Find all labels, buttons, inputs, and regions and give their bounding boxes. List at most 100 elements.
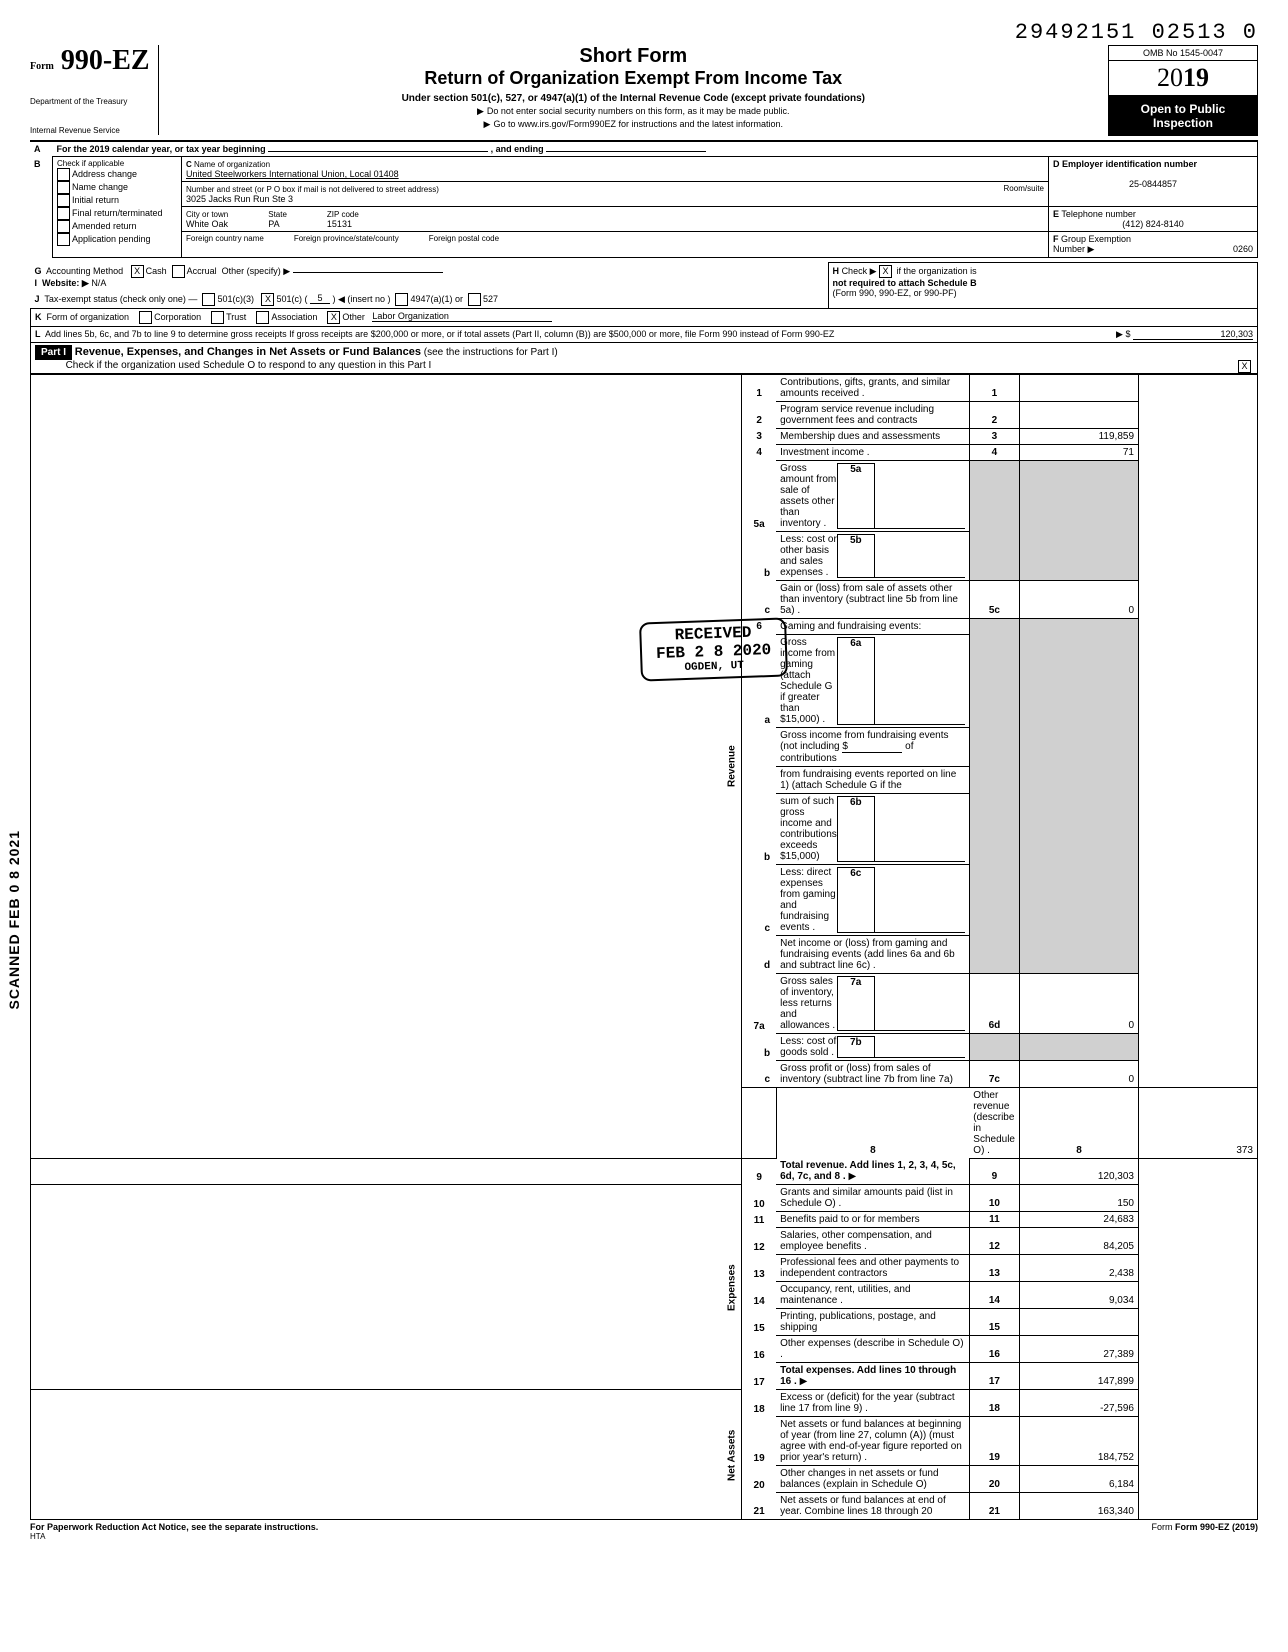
footer-right-b: Form 990-EZ (2019) [1175,1522,1258,1532]
row-a-letter: A [30,141,53,157]
l18-n: 18 [742,1390,777,1417]
l6-n: 6 [742,618,777,634]
chk-amended-return[interactable] [57,220,70,233]
l16-n: 16 [742,1336,777,1363]
l17-d: Total expenses. Add lines 10 through 16 … [776,1363,969,1390]
l3-n: 3 [742,428,777,444]
opt-501c: 501(c) ( [276,293,307,303]
chk-application-pending[interactable] [57,233,70,246]
l14-n: 14 [742,1282,777,1309]
l14-c: 14 [969,1282,1019,1309]
street-address: 3025 Jacks Run Run Ste 3 [186,194,293,204]
group-exempt-label: Group Exemption [1061,234,1131,244]
l5b-n: b [742,532,777,581]
netassets-label: Net Assets [31,1390,742,1520]
chk-corp[interactable] [139,311,152,324]
tax-year-end[interactable] [546,151,706,152]
chk-trust[interactable] [211,311,224,324]
dept-irs: Internal Revenue Service [30,126,150,135]
form-label: Form [30,61,54,72]
chk-assn[interactable] [256,311,269,324]
l20-n: 20 [742,1466,777,1493]
l15-n: 15 [742,1309,777,1336]
revenue-label: Revenue [31,374,742,1158]
tax-year-begin[interactable] [268,151,488,152]
addr-label: Number and street (or P O box if mail is… [186,185,439,194]
l7ab-shade [969,1034,1019,1061]
opt-cash: Cash [146,265,167,275]
l21-c: 21 [969,1493,1019,1520]
chk-name-change[interactable] [57,181,70,194]
l8-n: 8 [776,1087,969,1158]
chk-4947[interactable] [395,293,408,306]
l7c-a: 0 [1020,1061,1139,1088]
chk-cash[interactable]: X [131,265,144,278]
l19-d: Net assets or fund balances at beginning… [776,1417,969,1466]
opt-501c3: 501(c)(3) [217,293,254,303]
l6b-dollar[interactable]: $ [842,741,902,753]
row-g-letter: G [35,265,42,275]
arrow-icon [800,1376,808,1387]
fc-label: Foreign country name [186,234,264,243]
l18-c: 18 [969,1390,1019,1417]
l15-c: 15 [969,1309,1019,1336]
right-header-boxes: OMB No 1545-0047 2019 Open to Public Ins… [1108,45,1258,136]
l7a-row: Gross sales of inventory, less returns a… [776,974,969,1034]
chk-final-return[interactable] [57,207,70,220]
check-if-applicable: Check if applicable [57,159,177,168]
l7ab-shade-amt [1020,1034,1139,1061]
l10-n: 10 [742,1185,777,1212]
l16-c: 16 [969,1336,1019,1363]
l5b-row: Less: cost or other basis and sales expe… [776,532,969,581]
row-l-letter: L [35,329,41,339]
opt-corp: Corporation [154,311,201,321]
gross-receipts: 120,303 [1133,329,1253,340]
opt-address-change: Address change [72,169,137,179]
room-label: Room/suite [1004,184,1044,193]
other-method-field[interactable] [293,272,443,273]
l1-n: 1 [742,374,777,401]
insert-no[interactable]: 5 [310,293,330,304]
chk-other-org[interactable]: X [327,311,340,324]
chk-501c3[interactable] [202,293,215,306]
l4-a: 71 [1020,444,1139,460]
l6b-row1: Gross income from fundraising events (no… [776,728,969,767]
chk-address-change[interactable] [57,168,70,181]
chk-schedule-o[interactable]: X [1238,360,1251,373]
zip-value: 15131 [327,219,352,229]
chk-accrual[interactable] [172,265,185,278]
l6-shade-amt [1020,618,1139,973]
ein-value: 25-0844857 [1053,179,1253,189]
opt-trust: Trust [226,311,246,321]
l5b-d: Less: cost or other basis and sales expe… [780,534,837,578]
l3-a: 119,859 [1020,428,1139,444]
subtitle: Under section 501(c), 527, or 4947(a)(1)… [167,93,1100,104]
l20-d: Other changes in net assets or fund bala… [776,1466,969,1493]
l5ab-shade-amt [1020,460,1139,581]
l2-d: Program service revenue including govern… [776,401,969,428]
h-text2: if the organization is [897,266,977,276]
part1-title: Revenue, Expenses, and Changes in Net As… [75,346,421,358]
insert-no-label: ) ◀ (insert no ) [333,293,391,303]
l9-d: Total revenue. Add lines 1, 2, 3, 4, 5c,… [776,1158,969,1185]
fp-label: Foreign province/state/county [294,234,399,243]
l9-a: 120,303 [1020,1158,1139,1185]
part1-bar: Part I [35,345,72,360]
l13-c: 13 [969,1255,1019,1282]
chk-schedule-b[interactable]: X [879,265,892,278]
l7c-d: Gross profit or (loss) from sales of inv… [776,1061,969,1088]
row-j-letter: J [35,293,40,303]
chk-initial-return[interactable] [57,194,70,207]
accounting-method-label: Accounting Method [46,265,123,275]
chk-501c[interactable]: X [261,293,274,306]
state-label: State [268,210,287,219]
l14-a: 9,034 [1020,1282,1139,1309]
l6a-ia [875,637,965,725]
chk-527[interactable] [468,293,481,306]
l6d-a: 0 [1020,973,1139,1034]
city-value: White Oak [186,219,228,229]
l7b-d: Less: cost of goods sold . [780,1036,837,1058]
row-d-letter: D [1053,159,1060,169]
l4-c: 4 [969,444,1019,460]
opt-other-org: Other [342,311,365,321]
